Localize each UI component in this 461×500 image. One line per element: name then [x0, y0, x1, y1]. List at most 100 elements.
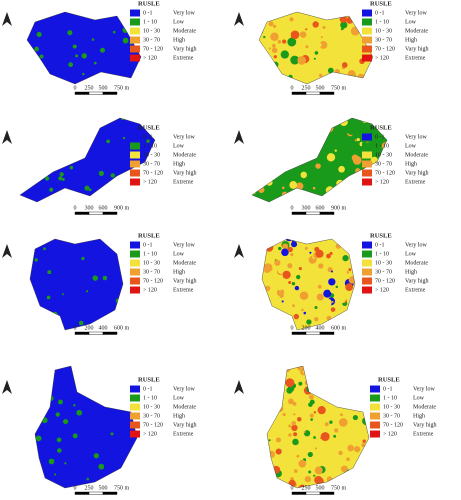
- scale-label: 600: [99, 205, 108, 211]
- legend-class: Very low: [173, 386, 195, 392]
- scale-segment: [319, 331, 335, 335]
- legend-range: 30 - 70: [143, 161, 160, 167]
- legend-swatch: [362, 250, 372, 258]
- legend-title: RUSLE: [138, 376, 160, 383]
- scale-label: 200: [302, 325, 311, 331]
- legend-class: Extreme: [173, 55, 194, 61]
- legend-range: 0 -1: [375, 134, 385, 140]
- legend-range: 1 - 10: [143, 251, 157, 257]
- legend-swatch: [130, 421, 140, 429]
- legend-class: Low: [413, 395, 425, 401]
- legend-class: Vary high: [173, 422, 197, 428]
- scale-label: 500: [99, 485, 108, 491]
- legend-class: Extreme: [405, 287, 426, 293]
- legend-swatch: [362, 27, 372, 35]
- map-outline: [34, 365, 138, 489]
- legend-range: > 120: [375, 179, 389, 185]
- legend-swatch: [130, 286, 140, 294]
- legend-swatch: [130, 133, 140, 141]
- map-outline: [258, 11, 374, 85]
- legend-class: Very low: [173, 134, 195, 140]
- scale-label: 900 m: [331, 205, 347, 211]
- legend-range: 30 - 70: [375, 37, 392, 43]
- legend-range: > 120: [375, 55, 389, 61]
- scale-label: 750 m: [331, 85, 347, 91]
- scale-label: 0: [291, 205, 294, 211]
- legend-range: 30 - 70: [143, 413, 160, 419]
- north-arrow: [234, 130, 244, 144]
- legend-swatch: [362, 178, 372, 186]
- legend-range: 10 - 30: [383, 404, 400, 410]
- legend-class: Extreme: [173, 431, 194, 437]
- legend-range: 0 -1: [383, 386, 393, 392]
- legend-class: Vary high: [173, 278, 197, 284]
- legend-swatch: [130, 241, 140, 249]
- legend-range: 1 - 10: [375, 143, 389, 149]
- legend-range: 70 - 120: [375, 170, 395, 176]
- legend-class: Very low: [405, 134, 427, 140]
- legend-class: High: [405, 269, 417, 275]
- map-fill: [267, 366, 369, 488]
- legend-class: Extreme: [405, 179, 426, 185]
- legend-swatch: [130, 27, 140, 35]
- map-outline: [26, 11, 142, 85]
- scale-label: 500: [316, 85, 325, 91]
- legend-class: High: [413, 413, 425, 419]
- scale-segment: [291, 331, 307, 335]
- legend-range: 70 - 120: [375, 46, 395, 52]
- legend-swatch: [130, 178, 140, 186]
- scale-segment: [74, 211, 90, 215]
- legend-swatch: [362, 151, 372, 159]
- legend-range: 1 - 10: [375, 19, 389, 25]
- scale-label: 250: [302, 485, 311, 491]
- legend-class: Moderate: [173, 260, 196, 266]
- scale-label: 400: [99, 325, 108, 331]
- scale-segment: [102, 491, 118, 495]
- scale-segment: [88, 211, 104, 215]
- legend-swatch: [370, 385, 380, 393]
- legend-class: High: [405, 37, 417, 43]
- map: [35, 366, 137, 488]
- legend-swatch: [362, 45, 372, 53]
- legend-swatch: [130, 268, 140, 276]
- legend-swatch: [130, 430, 140, 438]
- legend-swatch: [362, 241, 372, 249]
- map-outline: [19, 117, 156, 203]
- legend-range: 70 - 120: [375, 278, 395, 284]
- scale-segment: [291, 491, 307, 495]
- legend-range: 30 - 70: [375, 269, 392, 275]
- legend-class: High: [405, 161, 417, 167]
- legend-swatch: [130, 54, 140, 62]
- legend-class: Low: [405, 251, 417, 257]
- legend-range: > 120: [143, 55, 157, 61]
- scale-label: 0: [291, 325, 294, 331]
- legend-range: 0 -1: [143, 386, 153, 392]
- legend-range: 30 - 70: [143, 269, 160, 275]
- scale-label: 600: [316, 205, 325, 211]
- legend-swatch: [130, 45, 140, 53]
- legend-swatch: [130, 9, 140, 17]
- legend-range: 70 - 120: [143, 46, 163, 52]
- legend-class: Moderate: [173, 28, 196, 34]
- legend-range: 30 - 70: [143, 37, 160, 43]
- legend-swatch: [362, 277, 372, 285]
- legend-class: Moderate: [173, 152, 196, 158]
- legend-swatch: [130, 403, 140, 411]
- legend-swatch: [130, 259, 140, 267]
- legend-class: Moderate: [413, 404, 436, 410]
- scale-segment: [305, 491, 321, 495]
- scale-segment: [74, 491, 90, 495]
- legend-swatch: [130, 142, 140, 150]
- scale-label: 0: [74, 205, 77, 211]
- legend-swatch: [370, 421, 380, 429]
- legend-class: Vary high: [413, 422, 437, 428]
- scale-segment: [291, 211, 307, 215]
- legend-range: 1 - 10: [143, 19, 157, 25]
- legend-class: Very low: [173, 10, 195, 16]
- legend-swatch: [362, 142, 372, 150]
- legend-class: High: [173, 413, 185, 419]
- legend-range: 70 - 120: [143, 170, 163, 176]
- legend-class: High: [173, 37, 185, 43]
- legend-class: Vary high: [173, 46, 197, 52]
- legend-swatch: [130, 36, 140, 44]
